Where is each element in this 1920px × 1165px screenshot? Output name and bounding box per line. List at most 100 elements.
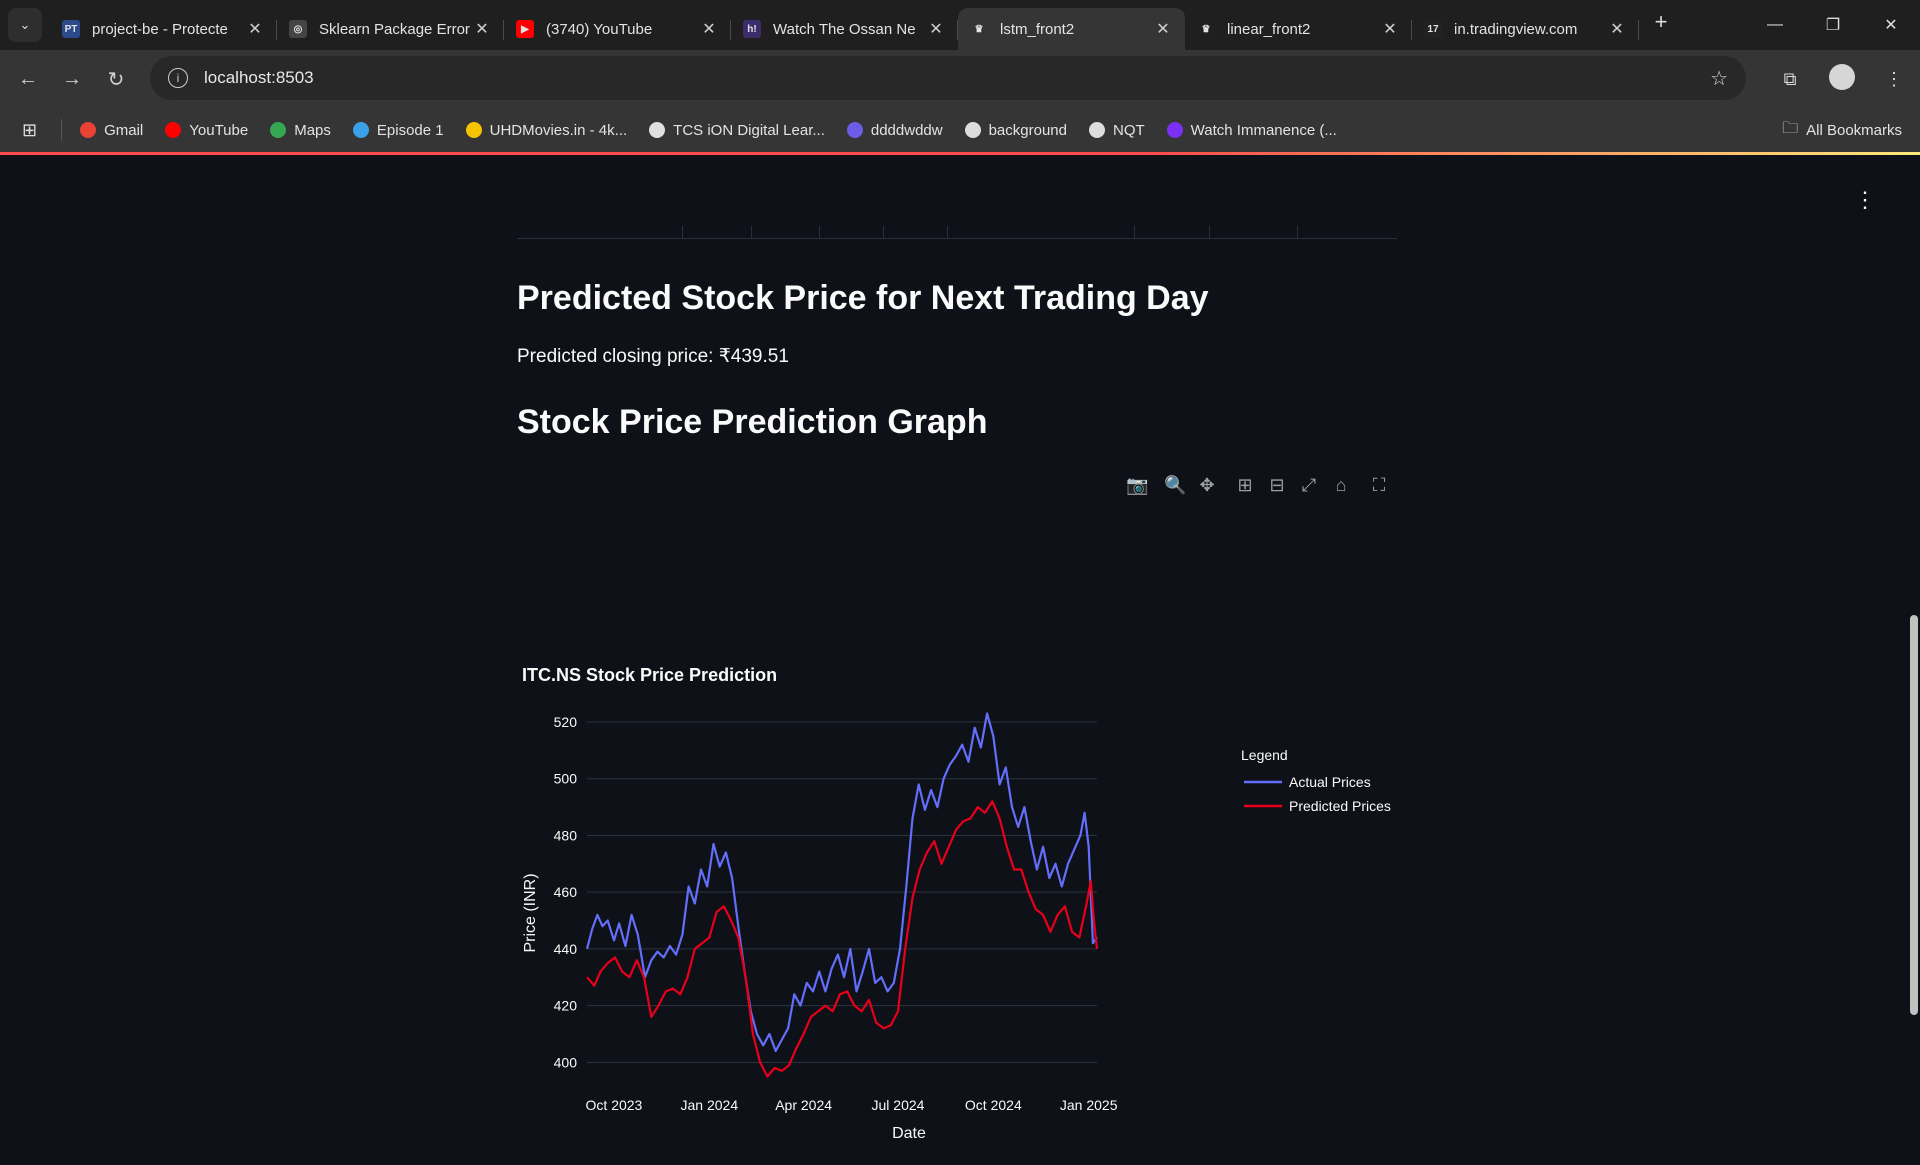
bookmark-item[interactable]: Gmail: [80, 122, 143, 139]
reload-icon[interactable]: ↻: [107, 68, 125, 91]
address-bar[interactable]: i localhost:8503 ☆: [150, 56, 1746, 100]
app-main: ⋮ Predicted Stock Price for Next Trading…: [0, 155, 1920, 1142]
folder-icon: 🗀: [1782, 119, 1799, 137]
tab-favicon-icon: 17: [1424, 20, 1442, 38]
toolbar-actions: ⧉ ⋮: [1764, 50, 1920, 108]
bookmark-item[interactable]: TCS iON Digital Lear...: [649, 122, 825, 139]
restore-icon[interactable]: ❐: [1825, 17, 1841, 34]
close-window-icon[interactable]: ✕: [1884, 17, 1898, 34]
graph-heading: Stock Price Prediction Graph: [517, 403, 988, 441]
x-tick-label: Oct 2024: [965, 1097, 1022, 1113]
extensions-icon[interactable]: ⧉: [1783, 68, 1797, 89]
tab-title: (3740) YouTube: [546, 20, 653, 38]
all-bookmarks-button[interactable]: 🗀 All Bookmarks: [1782, 117, 1902, 144]
site-info-icon[interactable]: i: [168, 68, 188, 88]
tab-close-icon[interactable]: ✕: [1383, 21, 1397, 38]
bookmark-item[interactable]: Watch Immanence (...: [1166, 122, 1337, 139]
tab-title: project-be - Protecte: [92, 20, 228, 38]
y-tick-label: 520: [554, 714, 578, 730]
bookmark-favicon-icon: [465, 122, 482, 138]
tab-close-icon[interactable]: ✕: [702, 21, 716, 38]
y-tick-label: 440: [554, 941, 578, 957]
app-menu-icon[interactable]: ⋮: [1854, 187, 1876, 212]
forward-icon[interactable]: →: [62, 67, 82, 90]
tab-3[interactable]: h! Watch The Ossan Ne ✕: [731, 8, 958, 50]
tab-search-button[interactable]: ⌄: [8, 8, 42, 42]
bookmark-label: ddddwddw: [870, 121, 943, 139]
bookmark-item[interactable]: Episode 1: [352, 122, 444, 139]
dataframe-bottom-edge: [517, 226, 1397, 239]
tab-title: lstm_front2: [1000, 20, 1075, 38]
bookmark-item[interactable]: NQT: [1089, 122, 1145, 139]
tab-close-icon[interactable]: ✕: [248, 21, 262, 38]
window-controls: — ❐ ✕: [1746, 0, 1920, 50]
zoom-in-icon[interactable]: ⊞: [1237, 475, 1253, 495]
bookmarks-bar: ⊞ Gmail YouTube Maps Episode 1 UHDMovies.in …: [0, 108, 1920, 152]
tab-favicon-icon: h!: [743, 20, 761, 38]
legend-title: Legend: [1241, 747, 1288, 763]
bookmark-item[interactable]: background: [964, 122, 1067, 139]
tab-1[interactable]: ◎ Sklearn Package Error ✕: [277, 8, 504, 50]
profile-button[interactable]: [1816, 63, 1868, 95]
x-tick-label: Jul 2024: [872, 1097, 925, 1113]
fullscreen-icon[interactable]: ⛶: [1372, 475, 1386, 495]
tab-close-icon[interactable]: ✕: [1610, 21, 1624, 38]
y-tick-label: 500: [554, 771, 578, 787]
bookmark-favicon-icon: [964, 122, 981, 138]
series-line-0[interactable]: [585, 712, 1098, 1053]
series-line-1[interactable]: [586, 800, 1099, 1078]
tab-strip: ⌄ PT project-be - Protecte ✕ ◎ Sklearn Packa…: [0, 0, 1920, 50]
tab-favicon-icon: ♛: [970, 20, 988, 38]
bookmark-item[interactable]: ddddwddw: [846, 121, 943, 139]
back-icon[interactable]: ←: [18, 67, 38, 90]
bookmark-label: YouTube: [189, 121, 249, 139]
streamlit-header-decoration: [0, 152, 1920, 155]
plot-modebar: 📷 🔍 ✥ ⊞ ⊟ ⤢ ⌂ ⛶: [1126, 475, 1390, 496]
legend-entry[interactable]: Predicted Prices: [1289, 798, 1391, 814]
x-tick-label: Jan 2024: [681, 1097, 739, 1113]
new-tab-button[interactable]: +: [1654, 9, 1668, 34]
bookmark-favicon-icon: [80, 122, 97, 138]
y-axis-label: Price (INR): [522, 873, 539, 952]
bookmarks-separator: [61, 119, 63, 141]
url-text[interactable]: localhost:8503: [204, 68, 314, 87]
x-axis-label: Date: [892, 1125, 926, 1142]
bookmark-item[interactable]: Maps: [270, 122, 331, 139]
tab-close-icon[interactable]: ✕: [929, 21, 943, 38]
tab-title: Sklearn Package Error: [319, 20, 470, 38]
chevron-down-icon: ⌄: [19, 17, 31, 32]
price-chart[interactable]: ITC.NS Stock Price Prediction 4004204404…: [517, 505, 1397, 1165]
browser-toolbar: ← → ↻ i localhost:8503 ☆ ⧉ ⋮: [0, 50, 1920, 108]
tab-0[interactable]: PT project-be - Protecte ✕: [50, 8, 277, 50]
chart-series: [585, 712, 1099, 1078]
tab-close-icon[interactable]: ✕: [475, 21, 489, 38]
apps-grid-icon[interactable]: ⊞: [22, 119, 38, 140]
autoscale-icon[interactable]: ⤢: [1301, 475, 1317, 495]
bookmark-favicon-icon: [1166, 122, 1183, 138]
zoom-icon[interactable]: 🔍: [1164, 475, 1187, 495]
reset-axes-icon[interactable]: ⌂: [1335, 475, 1347, 495]
legend-entry[interactable]: Actual Prices: [1289, 774, 1371, 790]
bookmark-item[interactable]: YouTube: [165, 122, 248, 139]
tabs: PT project-be - Protecte ✕ ◎ Sklearn Package…: [50, 0, 1639, 50]
tab-favicon-icon: ▶: [516, 20, 534, 38]
tab-close-icon[interactable]: ✕: [1156, 21, 1170, 38]
tab-6[interactable]: 17 in.tradingview.com ✕: [1412, 8, 1639, 50]
prediction-heading: Predicted Stock Price for Next Trading D…: [517, 279, 1209, 317]
browser-menu-icon[interactable]: ⋮: [1885, 68, 1903, 89]
tab-5[interactable]: ♛ linear_front2 ✕: [1185, 8, 1412, 50]
camera-icon[interactable]: 📷: [1126, 475, 1149, 495]
chart-grid: [587, 721, 1097, 1063]
tab-2[interactable]: ▶ (3740) YouTube ✕: [504, 8, 731, 50]
bookmark-label: TCS iON Digital Lear...: [673, 121, 825, 139]
pan-icon[interactable]: ✥: [1199, 475, 1215, 495]
bookmark-star-icon[interactable]: ☆: [1710, 67, 1728, 90]
x-tick-label: Oct 2023: [586, 1097, 643, 1113]
page-scrollbar[interactable]: [1910, 615, 1918, 1015]
bookmark-item[interactable]: UHDMovies.in - 4k...: [465, 122, 627, 139]
minimize-icon[interactable]: —: [1767, 16, 1783, 33]
bookmark-favicon-icon: [846, 122, 863, 138]
zoom-out-icon[interactable]: ⊟: [1269, 475, 1285, 495]
tab-4[interactable]: ♛ lstm_front2 ✕: [958, 8, 1185, 50]
